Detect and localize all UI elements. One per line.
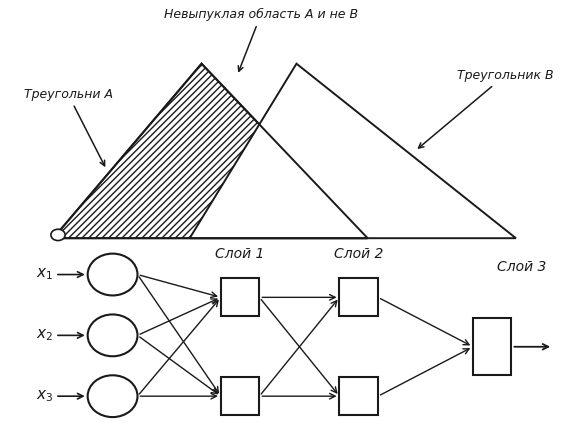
Text: $x_1$: $x_1$ [36,267,53,283]
Text: Слой 2: Слой 2 [334,247,383,261]
FancyBboxPatch shape [339,278,378,316]
Circle shape [51,229,65,240]
Text: Слой 3: Слой 3 [497,260,546,274]
Ellipse shape [87,314,137,356]
Text: Слой 1: Слой 1 [215,247,265,261]
Text: Треугольни А: Треугольни А [23,88,113,166]
FancyBboxPatch shape [221,377,259,415]
Polygon shape [53,64,367,238]
Text: Треугольник В: Треугольник В [419,69,554,148]
FancyBboxPatch shape [339,377,378,415]
Ellipse shape [87,254,137,296]
Text: Невыпуклая область А и не В: Невыпуклая область А и не В [164,8,358,71]
Polygon shape [190,64,516,238]
Ellipse shape [87,375,137,417]
Text: $x_3$: $x_3$ [36,389,53,404]
FancyBboxPatch shape [221,278,259,316]
FancyBboxPatch shape [473,318,511,375]
Text: $x_2$: $x_2$ [36,328,53,343]
